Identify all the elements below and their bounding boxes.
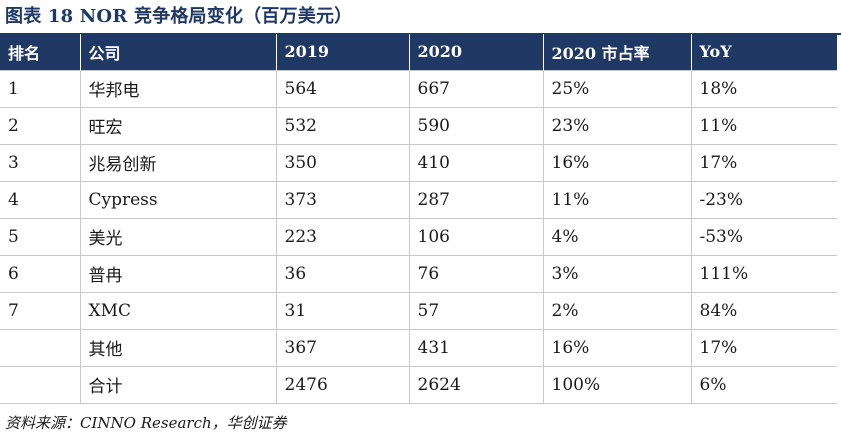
share-cell: 3%	[542, 254, 691, 292]
value-2019-cell: 373	[275, 180, 409, 218]
header-2020: 2020	[408, 34, 543, 70]
rank-cell: 1	[0, 69, 80, 107]
rank-cell: 6	[0, 254, 80, 292]
value-2020-cell: 57	[408, 291, 543, 329]
table-row: 4 Cypress 373 287 11% -23%	[0, 180, 837, 218]
rank-cell: 4	[0, 180, 80, 218]
rank-cell: 5	[0, 217, 80, 255]
company-cell: 兆易创新	[79, 143, 276, 181]
nor-competition-table: 排名 公司 2019 2020 2020 市占率 YoY 1 华邦电 564 667 2…	[0, 34, 837, 404]
value-2019-cell: 36	[275, 254, 409, 292]
value-2019-cell: 532	[275, 106, 409, 144]
company-cell: Cypress	[79, 180, 276, 218]
header-company: 公司	[79, 34, 276, 70]
header-rank: 排名	[0, 34, 80, 70]
yoy-cell: -53%	[690, 217, 837, 255]
value-2020-cell: 431	[408, 328, 543, 366]
table-row: 1 华邦电 564 667 25% 18%	[0, 69, 837, 107]
rank-cell	[0, 365, 80, 404]
share-cell: 100%	[542, 365, 691, 404]
table-row: 其他 367 431 16% 17%	[0, 328, 837, 366]
company-cell: 其他	[79, 328, 276, 366]
table-row: 3 兆易创新 350 410 16% 17%	[0, 143, 837, 181]
rank-cell: 7	[0, 291, 80, 329]
value-2019-cell: 350	[275, 143, 409, 181]
company-cell: XMC	[79, 291, 276, 329]
yoy-cell: 111%	[690, 254, 837, 292]
table-header: 排名 公司 2019 2020 2020 市占率 YoY	[0, 34, 837, 70]
share-cell: 16%	[542, 328, 691, 366]
yoy-cell: 84%	[690, 291, 837, 329]
value-2019-cell: 367	[275, 328, 409, 366]
share-cell: 16%	[542, 143, 691, 181]
rank-cell: 2	[0, 106, 80, 144]
header-yoy: YoY	[690, 34, 837, 70]
value-2020-cell: 2624	[408, 365, 543, 404]
value-2020-cell: 590	[408, 106, 543, 144]
header-row: 排名 公司 2019 2020 2020 市占率 YoY	[0, 34, 837, 70]
value-2019-cell: 31	[275, 291, 409, 329]
rank-cell: 3	[0, 143, 80, 181]
share-cell: 11%	[542, 180, 691, 218]
figure-title: 图表 18 NOR 竞争格局变化（百万美元）	[5, 6, 353, 27]
value-2019-cell: 223	[275, 217, 409, 255]
yoy-cell: 18%	[690, 69, 837, 107]
value-2020-cell: 76	[408, 254, 543, 292]
value-2020-cell: 106	[408, 217, 543, 255]
table-body: 1 华邦电 564 667 25% 18% 2 旺宏 532 590 23% 11% 3 兆易创新 350 4…	[0, 69, 837, 404]
header-market-share-2020: 2020 市占率	[542, 34, 691, 70]
share-cell: 4%	[542, 217, 691, 255]
yoy-cell: -23%	[690, 180, 837, 218]
source-note: 资料来源：CINNO Research，华创证券	[5, 414, 287, 432]
yoy-cell: 6%	[690, 365, 837, 404]
table-row: 2 旺宏 532 590 23% 11%	[0, 106, 837, 144]
rank-cell	[0, 328, 80, 366]
share-cell: 2%	[542, 291, 691, 329]
table-row: 5 美光 223 106 4% -53%	[0, 217, 837, 255]
yoy-cell: 17%	[690, 328, 837, 366]
value-2020-cell: 287	[408, 180, 543, 218]
table-row: 6 普冉 36 76 3% 111%	[0, 254, 837, 292]
value-2019-cell: 2476	[275, 365, 409, 404]
company-cell: 合计	[79, 365, 276, 404]
value-2019-cell: 564	[275, 69, 409, 107]
value-2020-cell: 410	[408, 143, 543, 181]
value-2020-cell: 667	[408, 69, 543, 107]
company-cell: 美光	[79, 217, 276, 255]
share-cell: 23%	[542, 106, 691, 144]
company-cell: 旺宏	[79, 106, 276, 144]
table-row: 合计 2476 2624 100% 6%	[0, 365, 837, 404]
yoy-cell: 17%	[690, 143, 837, 181]
company-cell: 华邦电	[79, 69, 276, 107]
company-cell: 普冉	[79, 254, 276, 292]
yoy-cell: 11%	[690, 106, 837, 144]
table-row: 7 XMC 31 57 2% 84%	[0, 291, 837, 329]
header-2019: 2019	[275, 34, 409, 70]
share-cell: 25%	[542, 69, 691, 107]
